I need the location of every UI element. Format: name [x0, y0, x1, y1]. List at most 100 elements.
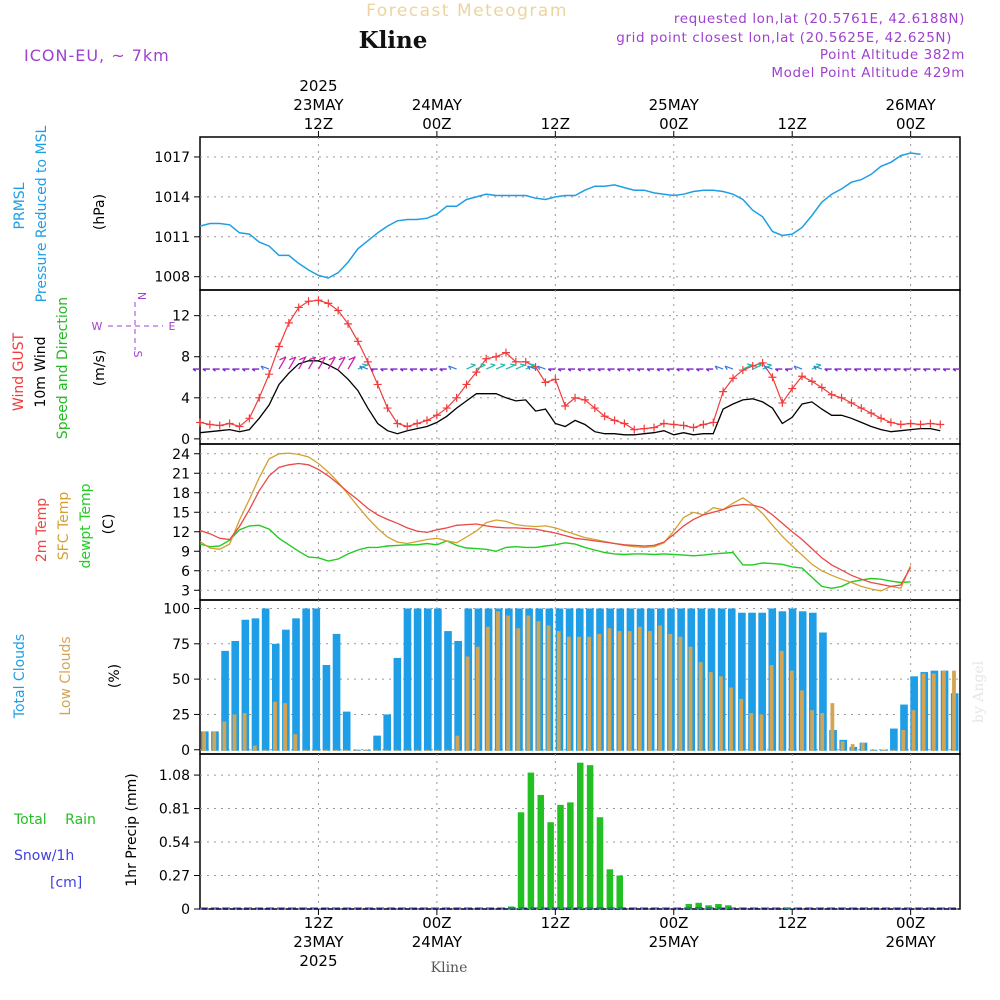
total-cloud-bar: [383, 714, 392, 751]
total-cloud-bar: [282, 629, 290, 751]
wind-ytick-label: 12: [172, 309, 190, 325]
gust-marker: [659, 419, 668, 428]
wind-direction-arrow: [774, 368, 783, 372]
gust-marker: [413, 419, 422, 428]
gust-marker: [383, 404, 392, 413]
low-cloud-bar: [384, 749, 389, 751]
gust-marker: [324, 299, 333, 308]
low-cloud-bar: [729, 687, 733, 751]
wind-direction-arrow: [515, 363, 526, 370]
wind-direction-arrow: [784, 368, 793, 372]
low-cloud-bar: [394, 749, 399, 751]
gust-marker: [492, 352, 501, 361]
wind-direction-arrow: [863, 368, 872, 372]
gust-marker: [719, 387, 728, 396]
low-cloud-bar: [769, 664, 774, 751]
low-cloud-bar: [577, 636, 581, 751]
gust-marker: [196, 418, 204, 427]
total-cloud-bar: [798, 611, 807, 751]
total-cloud-bar: [322, 664, 331, 751]
wind-direction-arrow: [476, 363, 486, 370]
rain-bar: [586, 765, 594, 909]
cloud-side-labels: Total Clouds Low Clouds (%): [12, 634, 123, 719]
wind-direction-arrow: [834, 368, 842, 372]
wind-direction-arrow: [793, 365, 803, 371]
low-cloud-bar: [303, 749, 308, 751]
low-cloud-bar: [546, 625, 551, 751]
gust-marker: [590, 404, 599, 413]
wind-direction-arrow: [695, 368, 704, 372]
wind-direction-arrow: [241, 368, 250, 372]
wind-direction-arrow: [298, 356, 307, 370]
wind-direction-arrow: [409, 368, 418, 372]
sfc-temp-line: [199, 452, 912, 592]
gust-marker: [551, 375, 560, 384]
low-cloud-bar: [273, 701, 277, 751]
low-cloud-bar: [617, 631, 622, 751]
gust-marker: [738, 366, 747, 375]
low-cloud-bar: [668, 633, 673, 751]
low-cloud-bar: [313, 749, 318, 751]
total-cloud-bar: [890, 728, 898, 751]
wind-direction-arrow: [883, 368, 891, 372]
rain-bar: [606, 869, 614, 909]
top-time-label: 12Z: [541, 115, 570, 133]
clouds-panel: 0 25 50 75 100: [163, 599, 961, 759]
low-cloud-bar: [344, 749, 348, 751]
temp-label: 2m Temp: [34, 498, 50, 562]
wind-direction-arrow: [278, 356, 287, 370]
low-cloud-bar: [212, 731, 217, 751]
wind-direction-arrows: [192, 356, 960, 372]
low-cloud-bar: [536, 621, 541, 751]
gust-marker: [817, 383, 826, 392]
wind-direction-arrow: [505, 363, 516, 370]
bottom-time-label: 24MAY: [412, 933, 463, 951]
gust-marker: [620, 419, 629, 428]
low-cloud-bar: [952, 670, 956, 751]
wind-direction-arrow: [347, 356, 356, 370]
wind-direction-arrow: [666, 368, 674, 372]
gust-marker: [640, 424, 649, 433]
total-cloud-bar: [809, 612, 817, 751]
wind-direction-arrow: [742, 363, 753, 370]
wind-direction-arrow: [308, 356, 317, 370]
gust-label: Wind GUST: [11, 332, 27, 411]
low-cloud-bar: [445, 749, 450, 751]
wind-direction-arrow: [932, 368, 941, 372]
top-time-label: 2025: [299, 77, 337, 95]
rain-bar: [547, 822, 554, 909]
wind-ytick-label: 8: [181, 350, 190, 366]
compass-s: S: [131, 351, 144, 358]
rain-bar: [537, 794, 545, 909]
low-cloud-bar: [252, 745, 257, 751]
total-cloud-bar: [413, 608, 422, 751]
wind-direction-arrow: [646, 368, 655, 372]
gust-marker: [353, 337, 362, 346]
gust-marker: [709, 418, 718, 427]
compass-e: E: [169, 320, 176, 333]
precip-ytick-label: 0.27: [159, 869, 190, 885]
gust-marker: [758, 358, 767, 367]
bottom-time-label: 00Z: [896, 914, 925, 932]
wind-direction-arrow: [317, 356, 327, 370]
gust-marker: [936, 420, 945, 429]
temperature-ytick-label: 3: [181, 583, 190, 599]
low-cloud-bar: [931, 673, 936, 751]
low-cloud-bar: [506, 615, 511, 751]
low-cloud-bar: [465, 656, 470, 751]
wind-direction-arrow: [485, 363, 496, 370]
gust-marker: [334, 306, 343, 315]
bottom-time-label: 26MAY: [886, 933, 937, 951]
total-cloud-bar: [900, 704, 908, 751]
wind-direction-arrow: [724, 365, 734, 371]
gust-marker: [610, 416, 619, 425]
low-cloud-bar: [597, 633, 602, 751]
wind-frame: [199, 289, 961, 445]
wind-direction-arrow: [390, 368, 398, 372]
wind-direction-arrow: [260, 365, 270, 371]
low-cloud-bar: [232, 714, 237, 751]
precip-ytick-label: 0.54: [159, 835, 190, 851]
bottom-time-label: 12Z: [541, 914, 570, 932]
wind-direction-arrow: [617, 368, 625, 372]
